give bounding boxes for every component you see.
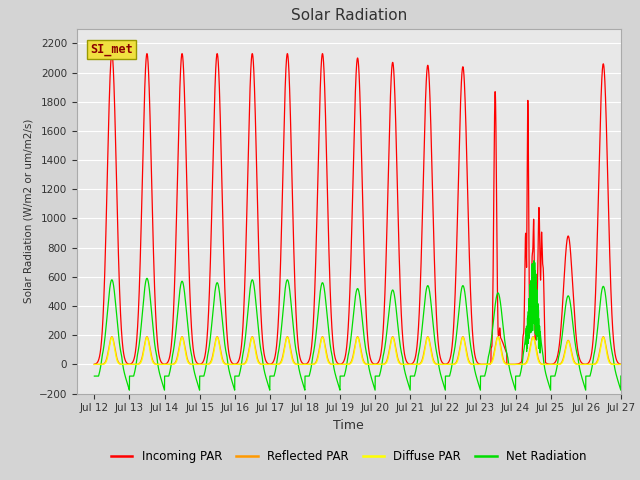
Legend: Incoming PAR, Reflected PAR, Diffuse PAR, Net Radiation: Incoming PAR, Reflected PAR, Diffuse PAR… [106, 445, 591, 468]
X-axis label: Time: Time [333, 419, 364, 432]
Y-axis label: Solar Radiation (W/m2 or um/m2/s): Solar Radiation (W/m2 or um/m2/s) [23, 119, 33, 303]
Text: SI_met: SI_met [90, 43, 133, 56]
Title: Solar Radiation: Solar Radiation [291, 9, 407, 24]
